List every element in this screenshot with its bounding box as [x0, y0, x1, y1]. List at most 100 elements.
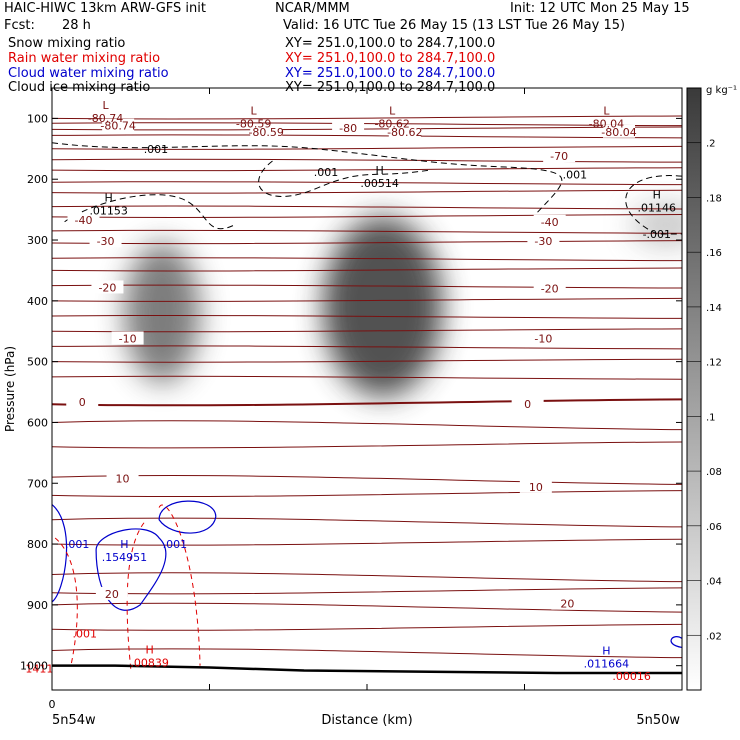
- ice-contour-label: .001: [314, 166, 339, 179]
- y-tick-label: 900: [27, 599, 48, 612]
- init-label: Init: 12 UTC Mon 25 May 15: [510, 1, 690, 16]
- ice-contour: [625, 175, 682, 235]
- isotherm-line: [52, 297, 682, 302]
- extremum-marker: H: [653, 189, 661, 202]
- ice-contour: [64, 194, 235, 230]
- isotherm-line: [52, 205, 682, 210]
- isotherm-label-bg: [388, 124, 421, 138]
- isotherm-line: [52, 572, 682, 583]
- isotherm-line: [52, 181, 682, 186]
- isotherm-line: [52, 345, 682, 350]
- x-end-label: 5n50w: [636, 713, 680, 728]
- extremum-marker: H: [602, 645, 610, 658]
- isotherm-label: -80: [339, 122, 357, 135]
- extremum-value: -80.74: [88, 112, 123, 125]
- x-start-label: 5n54w: [52, 713, 96, 728]
- extremum-value: -80.04: [589, 118, 624, 131]
- isotherm-line: [52, 134, 682, 139]
- isotherm-line: [52, 648, 682, 659]
- isotherm-line: [52, 229, 682, 234]
- isotherm-line: [52, 145, 682, 150]
- isotherm-line: [52, 420, 682, 431]
- x-zero-label: 0: [49, 698, 56, 711]
- y-tick-label: 400: [27, 295, 48, 308]
- isotherm-label: -10: [119, 333, 137, 346]
- isotherm-label-bg: [111, 331, 144, 345]
- y-axis-label: Pressure (hPa): [3, 346, 17, 432]
- rain-contours: [54, 504, 201, 669]
- field-name-rain: Rain water mixing ratio: [8, 51, 161, 66]
- field-name-snow: Snow mixing ratio: [8, 36, 126, 51]
- extremum-value: .154951: [102, 551, 148, 564]
- isotherm-line: [52, 441, 682, 449]
- isotherm-label: -30: [534, 235, 552, 248]
- isotherm-line: [52, 475, 682, 485]
- cloud-ice-contours: [52, 142, 682, 235]
- isotherm-label-bg: [533, 214, 566, 228]
- isotherm-label: 20: [105, 588, 119, 601]
- isotherm-label-bg: [527, 331, 560, 345]
- colorbar-tick-label: .1: [706, 412, 716, 423]
- isotherm-line: [52, 490, 682, 498]
- isotherm-label: -80.62: [387, 126, 422, 139]
- isotherm-line: [52, 214, 682, 218]
- isotherm-label: 0: [79, 396, 86, 409]
- colorbar-tick-label: .14: [706, 303, 722, 314]
- snow-blob: [631, 202, 682, 247]
- colorbar-gradient: [686, 87, 702, 691]
- colorbar-tick-label: .02: [706, 631, 722, 642]
- ice-contour: [52, 142, 563, 213]
- isotherm-label-bg: [533, 281, 566, 295]
- extremum-marker: L: [251, 105, 258, 118]
- rain-contour: [54, 537, 78, 666]
- cloud-water-contour: [670, 636, 682, 649]
- isotherm-label-bg: [102, 118, 135, 132]
- y-tick-label: 600: [27, 416, 48, 429]
- isotherm-label-bg: [603, 124, 635, 138]
- terrain-path: [52, 664, 682, 675]
- org-label: NCAR/MMM: [275, 1, 350, 16]
- isotherm-label: 0: [524, 398, 531, 411]
- field-xy-rain: XY= 251.0,100.0 to 284.7,100.0: [285, 51, 496, 66]
- isotherm-label: 10: [529, 481, 543, 494]
- isotherm-label-bg: [551, 596, 584, 610]
- extremum-marker: L: [102, 99, 109, 112]
- rain-contour: [158, 504, 201, 666]
- extremum-value: .011664: [584, 658, 630, 671]
- isotherm-line: [52, 398, 682, 407]
- isotherm-label: -20: [98, 281, 116, 294]
- isotherm-line: [52, 126, 682, 131]
- isotherm-label: 10: [116, 472, 130, 485]
- extremum-marker: H: [146, 643, 154, 656]
- isotherm-label-bg: [519, 479, 552, 493]
- isotherm-label: -10: [534, 333, 552, 346]
- isotherm-label-bg: [106, 471, 139, 485]
- isotherm-line: [52, 358, 682, 363]
- isotherm-label-bg: [250, 124, 283, 138]
- colorbar-tick-label: .12: [706, 358, 722, 369]
- isotherm-line: [52, 158, 682, 163]
- cloud-water-contour: [52, 504, 68, 603]
- isotherm-line: [52, 314, 682, 319]
- ice-contour-label: .001: [563, 168, 588, 181]
- rain-contour-label: .001: [73, 627, 98, 640]
- isotherm-line: [52, 167, 682, 172]
- ice-contour: [258, 160, 431, 197]
- colorbar-tick-label: .06: [706, 522, 722, 533]
- extremum-marker: L: [389, 105, 396, 118]
- colorbar-unit: g kg⁻¹: [706, 85, 737, 96]
- valid-label: Valid: 16 UTC Tue 26 May 15 (13 LST Tue …: [283, 18, 626, 33]
- isotherm-label-bg: [332, 121, 365, 135]
- fcst-label: Fcst:: [4, 18, 35, 33]
- isotherm-label: -30: [97, 235, 115, 248]
- x-axis-label: Distance (km): [321, 713, 412, 728]
- extremum-marker: H: [375, 164, 383, 177]
- y-tick-label: 500: [27, 356, 48, 369]
- isotherm-line: [52, 587, 682, 595]
- colorbar: .02 .04 .06 .08 .1 .12 .14 .16 .18 .2 g kg⁻¹: [686, 85, 737, 691]
- snow-shading: [124, 202, 682, 397]
- isotherm-line: [52, 240, 682, 245]
- isotherm-label: 20: [560, 598, 574, 611]
